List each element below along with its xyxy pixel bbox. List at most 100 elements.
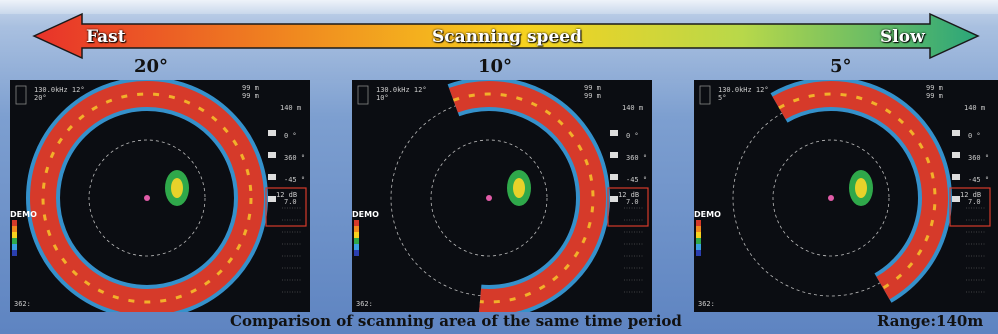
- demo-label: DEMO: [694, 210, 721, 219]
- value-readout: 0 °: [284, 132, 297, 140]
- color-scale-segment: [354, 250, 359, 256]
- value-readout: 0 °: [626, 132, 639, 140]
- footer-readout: 362:: [356, 300, 373, 308]
- speed-arrow-graphic: [32, 12, 980, 60]
- angle-label-10: 10°: [478, 56, 513, 77]
- scanning-speed-arrow: Fast Scanning speed Slow: [0, 10, 998, 62]
- own-ship-marker: [486, 195, 492, 201]
- scanning-speed-label: Scanning speed: [432, 27, 582, 47]
- echo-ring-highlight: [41, 92, 253, 304]
- color-scale-segment: [12, 244, 17, 250]
- value-readout: 0 °: [968, 132, 981, 140]
- color-scale-segment: [12, 220, 17, 226]
- value-readout: 7.0: [968, 198, 981, 206]
- depth-readout-2: 99 m: [926, 92, 943, 100]
- top-band: [0, 0, 998, 14]
- color-scale-segment: [696, 232, 701, 238]
- fish-school-core: [855, 178, 867, 198]
- tilt-readout: 10°: [376, 94, 389, 102]
- value-icon: [952, 174, 960, 180]
- value-icon: [610, 174, 618, 180]
- value-readout: 7.0: [284, 198, 297, 206]
- own-ship-marker: [828, 195, 834, 201]
- ship-icon: [15, 85, 27, 105]
- slow-label: Slow: [880, 27, 925, 47]
- value-icon: [268, 130, 276, 136]
- gain-readout: 12 dB: [960, 191, 981, 199]
- value-readout: 7.0: [626, 198, 639, 206]
- value-icon: [952, 196, 960, 202]
- color-scale-segment: [696, 238, 701, 244]
- ship-icon: [699, 85, 711, 105]
- color-scale-segment: [696, 244, 701, 250]
- value-readout: 360 °: [284, 154, 305, 162]
- demo-label: DEMO: [10, 210, 37, 219]
- gain-readout: 12 dB: [618, 191, 639, 199]
- depth-readout: 99 m: [584, 84, 601, 92]
- sonar-panel-20: 130.0kHz 12° 20° DEMO 362: 99 m 99 m 140 m 0 ° 3…: [10, 77, 310, 319]
- value-icon: [952, 152, 960, 158]
- depth-readout-2: 99 m: [584, 92, 601, 100]
- gain-highlight-box: [949, 187, 991, 227]
- value-icon: [268, 174, 276, 180]
- color-scale-segment: [12, 226, 17, 232]
- color-scale-segment: [696, 226, 701, 232]
- range-ring-inner: [772, 139, 890, 257]
- range-scale-readout: 140 m: [964, 104, 985, 112]
- color-scale-segment: [12, 232, 17, 238]
- sonar-panel-5: 130.0kHz 12° 5° DEMO 362: 99 m 99 m 140 m 0 ° 36…: [694, 77, 998, 312]
- value-readout: 360 °: [626, 154, 647, 162]
- color-scale-segment: [354, 232, 359, 238]
- fast-label: Fast: [86, 27, 126, 47]
- color-scale-segment: [354, 244, 359, 250]
- range-scale-readout: 140 m: [622, 104, 643, 112]
- freq-readout: 130.0kHz 12°: [718, 86, 769, 94]
- value-icon: [268, 152, 276, 158]
- fish-school-core: [513, 178, 525, 198]
- footer-readout: 362:: [14, 300, 31, 308]
- range-ring-inner: [430, 139, 548, 257]
- gain-highlight-box: [607, 187, 649, 227]
- value-readout: -45 °: [626, 176, 647, 184]
- tilt-readout: 5°: [718, 94, 726, 102]
- color-scale-segment: [12, 238, 17, 244]
- depth-readout: 99 m: [926, 84, 943, 92]
- own-ship-marker: [144, 195, 150, 201]
- ship-icon: [357, 85, 369, 105]
- value-icon: [268, 196, 276, 202]
- fish-school-core: [171, 178, 183, 198]
- range-ring-inner: [88, 139, 206, 257]
- color-scale-segment: [696, 250, 701, 256]
- speed-arrow-shape: [32, 12, 980, 60]
- range-scale-readout: 140 m: [280, 104, 301, 112]
- sonar-panel-10: 130.0kHz 12° 10° DEMO 362: 99 m 99 m 140 m 0 ° 3…: [352, 77, 652, 319]
- caption: Comparison of scanning area of the same …: [230, 312, 682, 330]
- value-readout: -45 °: [284, 176, 305, 184]
- depth-readout-2: 99 m: [242, 92, 259, 100]
- freq-readout: 130.0kHz 12°: [34, 86, 85, 94]
- gain-highlight-box: [265, 187, 307, 227]
- sonar-screen-5: 130.0kHz 12°5° DEMO 362: 99 m99 m 140 m 0 ° 36…: [694, 77, 998, 312]
- range-note: Range:140m: [877, 312, 984, 330]
- echo-arc-highlight: [778, 92, 937, 290]
- gain-readout: 12 dB: [276, 191, 297, 199]
- color-scale-segment: [696, 220, 701, 226]
- freq-readout: 130.0kHz 12°: [376, 86, 427, 94]
- depth-readout: 99 m: [242, 84, 259, 92]
- value-icon: [952, 130, 960, 136]
- color-scale-segment: [354, 238, 359, 244]
- footer-readout: 362:: [698, 300, 715, 308]
- color-scale-segment: [12, 250, 17, 256]
- angle-label-5: 5°: [830, 56, 852, 77]
- angle-label-20: 20°: [134, 56, 169, 77]
- color-scale-segment: [354, 226, 359, 232]
- tilt-readout: 20°: [34, 94, 47, 102]
- echo-arc-red: [449, 81, 606, 315]
- demo-label: DEMO: [352, 210, 379, 219]
- sonar-screen-20: 130.0kHz 12°20° DEMO 362: 99 m99 m 140 m 0 ° 3…: [10, 77, 310, 319]
- sonar-screen-10: 130.0kHz 12°10° DEMO 362: 99 m99 m 140 m 0 ° 3…: [352, 77, 652, 319]
- value-icon: [610, 152, 618, 158]
- value-readout: 360 °: [968, 154, 989, 162]
- color-scale-segment: [354, 220, 359, 226]
- value-icon: [610, 130, 618, 136]
